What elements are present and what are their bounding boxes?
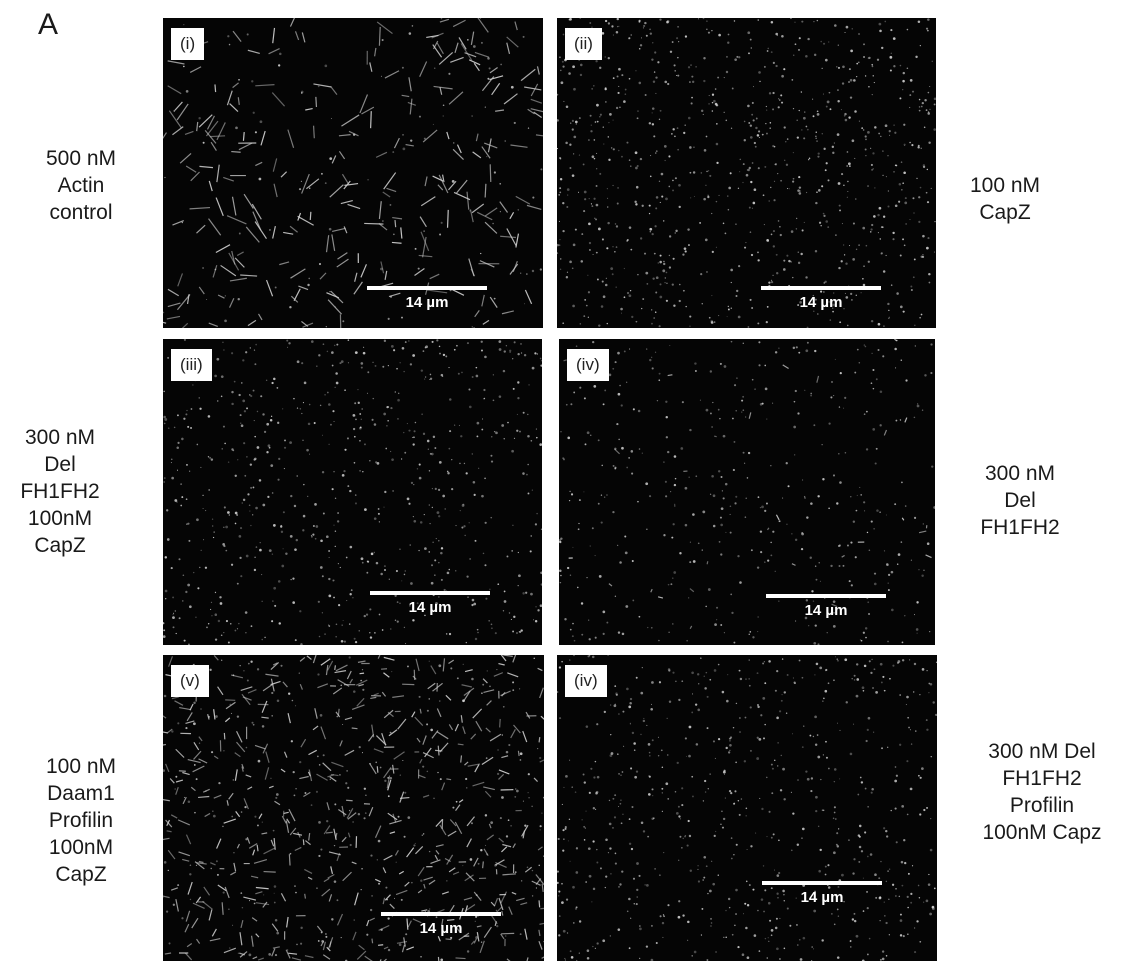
- condition-label-del-fh1fh2-capz: 300 nM Del FH1FH2 100nM CapZ: [20, 426, 100, 557]
- micrograph-panel-i: (i) 14 µm: [163, 18, 543, 328]
- scale-bar-label: 14 µm: [405, 294, 449, 311]
- micrograph-panel-iv: (iv) 14 µm: [559, 339, 935, 645]
- condition-label-del-fh1fh2: 300 nM Del FH1FH2: [980, 462, 1060, 539]
- panel-tag: (ii): [565, 28, 602, 60]
- micrograph-panel-vi: (iv) 14 µm: [557, 655, 937, 961]
- condition-label-daam1-profilin-capz: 100 nM Daam1 Profilin 100nM CapZ: [45, 755, 117, 886]
- figure-panel-label: A: [38, 8, 59, 41]
- micrograph-panel-iii: (iii) 14 µm: [163, 339, 542, 645]
- scale-bar-label: 14 µm: [800, 889, 844, 906]
- scale-bar: [762, 881, 882, 885]
- scale-bar-label: 14 µm: [804, 602, 848, 619]
- scale-bar: [381, 912, 501, 916]
- micrograph-panel-v: (v) 14 µm: [163, 655, 544, 961]
- scale-bar: [367, 286, 487, 290]
- scale-bar-label: 14 µm: [799, 294, 843, 311]
- condition-label-actin-control: 500 nM Actin control: [45, 147, 117, 224]
- scale-bar-label: 14 µm: [408, 599, 452, 616]
- micrograph-texture: [163, 339, 542, 645]
- scale-bar: [370, 591, 490, 595]
- scale-bar: [766, 594, 886, 598]
- panel-tag: (i): [171, 28, 205, 60]
- scale-bar: [761, 286, 881, 290]
- condition-label-del-profilin-capz: 300 nM Del FH1FH2 Profilin 100nM Capz: [982, 740, 1102, 844]
- panel-tag: (iv): [567, 349, 609, 381]
- micrograph-texture: [163, 655, 544, 961]
- micrograph-texture: [557, 655, 937, 961]
- panel-tag: (iii): [171, 349, 212, 381]
- micrograph-texture: [557, 18, 936, 328]
- condition-label-capz: 100 nM CapZ: [969, 174, 1041, 224]
- panel-tag: (v): [171, 665, 209, 697]
- micrograph-texture: [559, 339, 935, 645]
- panel-tag: (iv): [565, 665, 607, 697]
- scale-bar-label: 14 µm: [419, 920, 463, 937]
- micrograph-texture: [163, 18, 543, 328]
- micrograph-panel-ii: (ii) 14 µm: [557, 18, 936, 328]
